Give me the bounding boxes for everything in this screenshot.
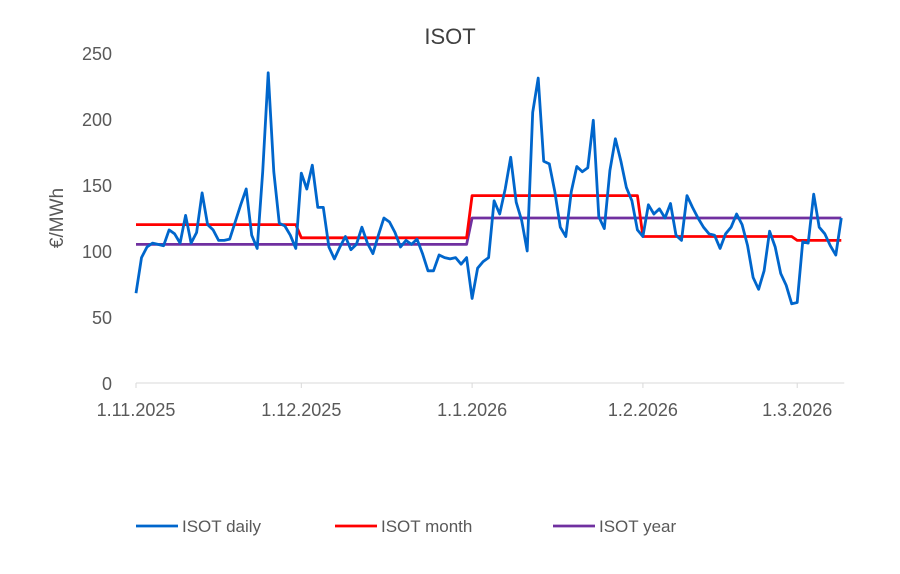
legend-label: ISOT daily <box>182 517 262 536</box>
x-tick-label: 1.12.2025 <box>261 400 341 420</box>
y-tick-label: 250 <box>82 44 112 64</box>
y-axis: 0 50 100 150 200 250 <box>82 44 112 394</box>
x-tick-label: 1.1.2026 <box>437 400 507 420</box>
legend-label: ISOT month <box>381 517 472 536</box>
x-tick-label: 1.3.2026 <box>762 400 832 420</box>
x-tick-label: 1.2.2026 <box>608 400 678 420</box>
x-axis: 1.11.2025 1.12.2025 1.1.2026 1.2.2026 1.3.20… <box>97 382 845 420</box>
legend: ISOT daily ISOT month ISOT year <box>136 517 676 536</box>
legend-label: ISOT year <box>599 517 676 536</box>
y-tick-label: 150 <box>82 176 112 196</box>
y-tick-label: 100 <box>82 242 112 262</box>
chart-title: ISOT <box>424 24 475 49</box>
y-axis-label: €/MWh <box>47 188 68 248</box>
y-tick-label: 0 <box>102 374 112 394</box>
series-line-isot-daily <box>134 71 843 306</box>
plot-area <box>134 71 843 306</box>
y-tick-label: 200 <box>82 110 112 130</box>
series-line-isot-year <box>136 216 842 246</box>
x-tick-label: 1.11.2025 <box>97 400 176 420</box>
y-tick-label: 50 <box>92 308 112 328</box>
